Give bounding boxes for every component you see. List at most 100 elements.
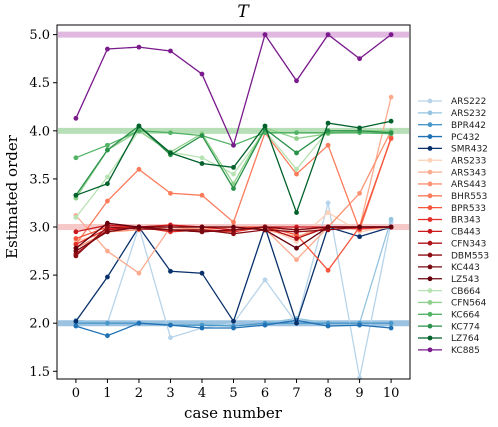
legend-swatch-marker [427,240,433,246]
data-point [231,171,236,177]
data-point [325,32,331,38]
legend-item-BPR533: BPR533 [418,204,486,214]
data-point [168,322,173,328]
legend-item-KC664: KC664 [418,311,480,321]
legend-item-KC885: KC885 [418,346,480,356]
legend-item-LZ764: LZ764 [418,334,480,344]
legend-swatch-marker [427,169,433,175]
y-tick-label: 1.5 [29,365,50,380]
legend-label: SMR432 [451,145,488,155]
legend-swatch-marker [427,288,433,293]
data-point [199,71,205,77]
data-point [325,128,331,134]
legend-item-ARS343: ARS343 [418,168,486,178]
data-point [73,229,79,235]
data-point [294,136,299,141]
data-point [294,150,299,156]
data-point [388,136,394,141]
data-point [105,224,110,230]
series-LZ764 [73,118,394,215]
legend-item-ARS233: ARS233 [418,156,486,166]
legend-label: ARS443 [451,180,486,190]
data-point [105,229,110,235]
legend-item-CFN343: CFN343 [418,239,486,249]
data-point [294,166,299,172]
data-point [325,267,331,273]
legend-label: PC432 [451,133,480,143]
data-point [294,320,299,326]
data-point [325,120,331,126]
legend-item-CB664: CB664 [418,287,481,297]
legend-label: BR343 [451,216,481,226]
data-point [105,142,110,148]
data-point [105,46,110,52]
data-point [73,318,79,324]
axis-ticks: 0 1 2 3 4 5 6 7 8 9 10 1.5 2.0 2.5 3.0 3.5 4.0 4.5 5.0 [29,28,399,401]
data-point [73,115,79,121]
data-point [136,224,142,230]
series-group [73,32,394,381]
data-point [325,224,331,230]
data-point [73,245,79,251]
data-point [105,274,110,280]
data-point [231,142,236,148]
data-point [231,164,236,170]
data-point [388,216,394,222]
legend-item-PC432: PC432 [418,133,480,143]
data-point [357,224,362,230]
data-point [231,219,236,225]
legend-item-ARS443: ARS443 [418,180,486,190]
y-tick-label: 3.0 [29,221,50,236]
legend-item-KC774: KC774 [418,322,480,332]
legend-swatch-marker [427,134,433,139]
data-point [168,130,173,136]
x-tick-label: 4 [198,386,206,401]
x-tick-label: 9 [355,386,363,401]
data-point [199,133,205,139]
data-point [136,270,142,276]
series-KC885 [73,32,394,148]
data-point [231,186,236,191]
legend-label: BPR533 [451,204,486,214]
legend-item-BR343: BR343 [418,216,481,226]
data-point [168,224,173,230]
legend-swatch-marker [427,217,433,222]
data-point [325,200,331,206]
legend-swatch-marker [427,276,433,282]
legend-swatch-marker [427,311,433,317]
data-point [199,155,205,161]
legend-label: ARS233 [451,156,486,166]
x-tick-label: 6 [261,386,269,401]
legend-label: ARS343 [451,168,486,178]
data-point [73,192,79,198]
data-point [199,192,205,198]
data-point [357,56,362,62]
data-point [105,248,110,254]
legend-label: BPR442 [451,121,486,131]
data-point [388,224,394,230]
legend-swatch-marker [427,228,433,234]
legend-label: CFN343 [451,239,486,249]
legend-swatch-marker [427,205,433,211]
data-point [136,128,142,134]
data-point [105,174,110,180]
data-point [168,190,173,196]
legend-swatch-marker [427,122,433,128]
legend-item-CFN564: CFN564 [418,299,487,309]
data-point [231,224,236,230]
data-point [168,335,173,341]
y-axis-label: Estimated order [3,134,21,259]
data-point [73,155,79,161]
y-tick-label: 2.0 [29,317,50,332]
legend-label: ARS232 [451,109,486,119]
data-point [105,333,110,339]
chart-title: T [237,2,250,22]
data-point [388,94,394,100]
data-point [357,125,362,131]
legend-item-ARS232: ARS232 [418,109,486,119]
legend-label: KC885 [451,346,480,356]
y-tick-label: 3.5 [29,172,50,187]
x-tick-label: 5 [229,386,237,401]
legend-label: KC443 [451,263,480,273]
